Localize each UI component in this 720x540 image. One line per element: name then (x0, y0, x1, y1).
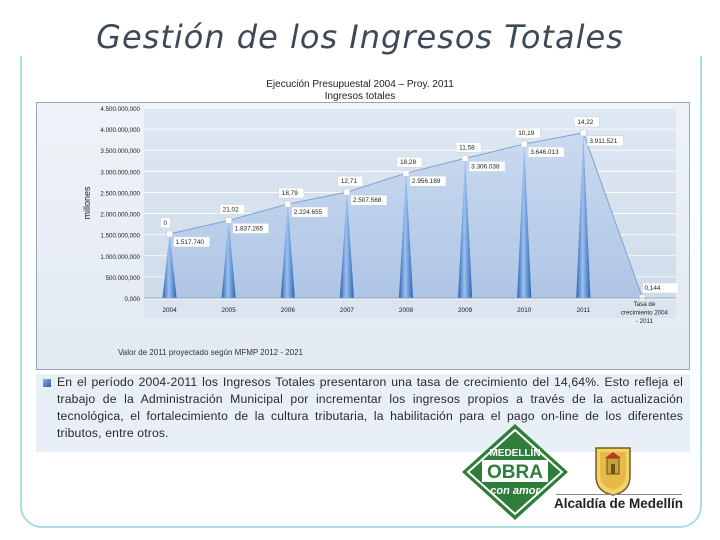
data-marker (461, 155, 469, 162)
y-tick-label: 1.000.000,000 (100, 254, 140, 261)
data-spike (280, 204, 295, 298)
growth-label-box (278, 187, 305, 199)
data-marker (402, 169, 410, 177)
growth-label: 18,28 (400, 159, 416, 166)
growth-label: 14,22 (577, 119, 593, 126)
data-marker (284, 200, 292, 208)
growth-label: 18,79 (282, 190, 298, 197)
logo-line3: con amor (490, 485, 540, 497)
x-tick-label: 2009 (458, 307, 473, 314)
y-tick-label: 4.000.000,000 (100, 127, 140, 134)
logo-line1: MEDELLÍN (489, 446, 540, 459)
y-tick-label: 3.000.000,000 (100, 169, 140, 176)
y-tick-label: 4.500.000,000 (100, 106, 140, 113)
chart-subtitle: Ingresos totales (324, 91, 396, 102)
value-label-box (587, 135, 624, 147)
y-tick-label: 1.500.000,000 (100, 233, 140, 240)
description-text: En el período 2004-2011 los Ingresos Tot… (57, 375, 683, 440)
growth-label: 11,58 (459, 144, 475, 151)
slide-title: Gestión de los Ingresos Totales (0, 18, 720, 56)
value-label: 2.224.655 (294, 209, 323, 216)
data-spike (398, 173, 414, 298)
growth-label-box (396, 156, 423, 168)
chart-footnote: Valor de 2011 proyectado según MFMP 2012… (118, 348, 304, 357)
value-label-box (232, 223, 269, 234)
value-label: 1.837.265 (235, 225, 264, 232)
y-tick-label: 2.000.000,000 (100, 212, 140, 219)
data-marker (580, 129, 587, 137)
growth-label-box (574, 116, 600, 128)
description-panel (36, 374, 690, 452)
logo-divider (556, 494, 682, 495)
growth-label-box (514, 127, 541, 139)
y-axis-label: millones (82, 186, 92, 220)
value-label-box (173, 236, 210, 248)
growth-label: 21,02 (223, 206, 239, 213)
logo-org-name: Alcaldía de Medellín (554, 496, 684, 511)
value-label: 2.956.169 (412, 178, 441, 185)
value-label: 3.306.038 (471, 163, 500, 170)
data-marker (225, 217, 232, 224)
data-spike (221, 220, 236, 298)
x-tick-label: 2011 (576, 307, 590, 314)
city-crest-icon (595, 447, 631, 496)
logo-line2: OBRA (487, 462, 543, 483)
y-tick-label: 0,000 (125, 296, 141, 303)
value-label: 2.507.568 (353, 197, 382, 204)
y-tick-label: 500.000,000 (106, 275, 141, 282)
x-tick-label: 2004 (162, 307, 177, 314)
value-label-box (642, 282, 679, 294)
y-tick-label: 3.500.000,000 (100, 148, 140, 155)
x-tick-label: Tasa de crecimiento 2004- 2011 (621, 301, 669, 325)
x-tick-label: 2007 (340, 307, 355, 314)
value-label-box (468, 161, 506, 172)
growth-label-box (337, 175, 364, 187)
value-label: 3.911.521 (589, 138, 617, 145)
data-spike (162, 233, 177, 298)
data-spike (458, 158, 473, 298)
obra-con-amor-logo: MEDELLÍN OBRA con amor (462, 424, 568, 520)
growth-label-box (160, 217, 171, 229)
growth-label-box (219, 204, 245, 215)
value-label: 3.646.013 (530, 149, 559, 156)
x-tick-label: 2010 (517, 307, 532, 314)
x-tick-label: 2008 (399, 307, 414, 314)
y-tick-label: 2.500.000,000 (100, 190, 140, 197)
x-axis-band (144, 300, 676, 318)
value-label-box (527, 146, 565, 158)
x-tick-label: 2006 (281, 307, 296, 314)
growth-label: 10,19 (518, 130, 534, 137)
value-label-box (409, 175, 447, 187)
growth-label: 12,71 (341, 178, 357, 185)
x-tick-label: 2005 (222, 307, 237, 314)
data-marker (520, 140, 528, 148)
data-marker (166, 230, 173, 238)
chart-title: Ejecución Presupuestal 2004 – Proy. 2011 (266, 79, 454, 90)
value-label-box (291, 206, 329, 218)
growth-label: 0 (164, 220, 168, 227)
data-spike (517, 144, 532, 298)
data-spike (339, 192, 354, 298)
data-spike (576, 132, 591, 298)
value-label: 1.517.740 (176, 239, 205, 246)
value-label: 0,144 (644, 285, 660, 292)
value-label-box (350, 194, 388, 206)
data-marker (343, 188, 351, 196)
income-chart: 4.500.000,000 4.000.000,000 3.500.000,000 3… (82, 106, 679, 325)
bullet-icon (43, 379, 51, 387)
growth-label-box (455, 142, 482, 153)
